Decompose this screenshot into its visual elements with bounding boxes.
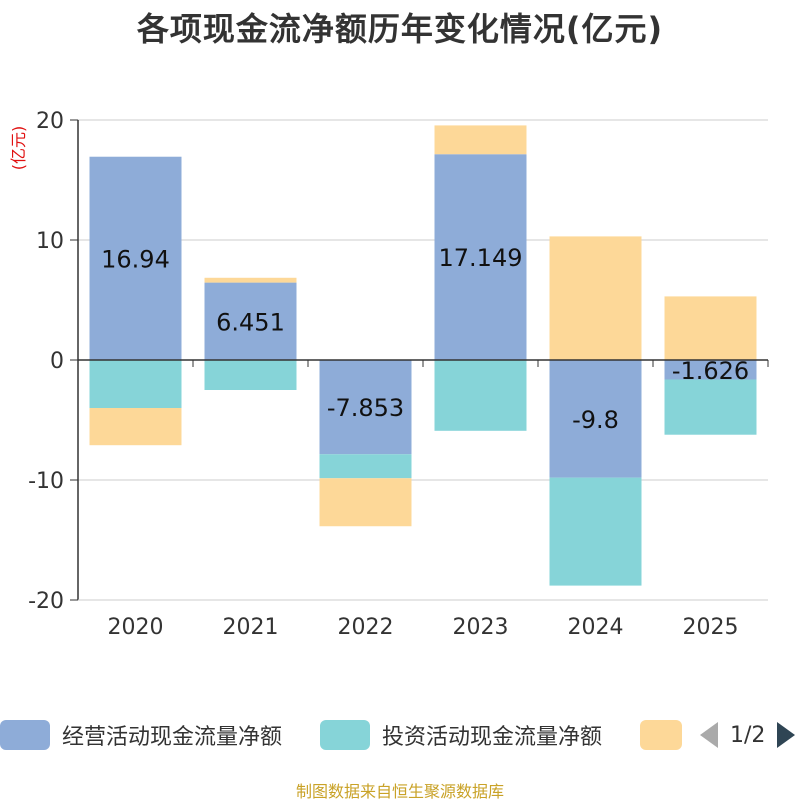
legend-item-operating[interactable]: 经营活动现金流量净额 (0, 718, 282, 752)
y-tick-label: -20 (28, 589, 64, 614)
bar-2025-series-2 (664, 296, 757, 360)
bar-2023-series-2 (434, 125, 527, 155)
chart-title: 各项现金流净额历年变化情况(亿元) (136, 10, 664, 48)
legend-prev-page-icon[interactable] (700, 722, 718, 748)
legend-pager: 1/2 (700, 718, 796, 752)
bar-2023-series-1 (434, 360, 527, 431)
source-note: 制图数据来自恒生聚源数据库 (295, 782, 504, 801)
bar-2024-series-2 (549, 236, 642, 360)
bar-2022-series-2 (319, 478, 412, 527)
legend-swatch-investing (320, 720, 370, 750)
data-label-2024: -9.8 (572, 406, 619, 434)
x-tick-label-2021: 2021 (223, 615, 279, 640)
y-tick-label: 20 (36, 109, 64, 134)
legend-page-indicator: 1/2 (730, 722, 766, 748)
bar-2022-series-1 (319, 454, 412, 479)
bar-2024-series-0 (549, 360, 642, 478)
legend-swatch-financing (640, 720, 682, 750)
x-tick-label-2020: 2020 (108, 615, 164, 640)
x-tick-label-2025: 2025 (683, 615, 739, 640)
y-tick-label: 0 (50, 349, 64, 374)
data-label-2025: -1.626 (672, 357, 749, 385)
bar-2023-series-0 (434, 154, 527, 360)
legend-label-investing: 投资活动现金流量净额 (382, 725, 603, 750)
bar-2025-series-0 (664, 360, 757, 380)
legend: 经营活动现金流量净额 投资活动现金流量净额 (0, 718, 800, 752)
bar-2022-series-0 (319, 360, 412, 455)
bar-2020-series-0 (89, 156, 182, 360)
data-label-2021: 6.451 (216, 308, 285, 336)
legend-item-investing[interactable]: 投资活动现金流量净额 (320, 718, 602, 752)
x-tick-label-2024: 2024 (568, 615, 624, 640)
data-label-2022: -7.853 (327, 394, 404, 422)
y-tick-label: -10 (28, 469, 64, 494)
bar-2021-series-2 (204, 277, 297, 283)
y-tick-label: 10 (36, 229, 64, 254)
legend-next-page-icon[interactable] (777, 722, 796, 748)
legend-label-operating: 经营活动现金流量净额 (62, 725, 283, 750)
bar-2020-series-2 (89, 408, 182, 446)
bar-2024-series-1 (549, 477, 642, 586)
bar-2021-series-0 (204, 282, 297, 360)
bar-2021-series-1 (204, 360, 297, 390)
data-label-2020: 16.94 (101, 245, 170, 273)
bar-2020-series-1 (89, 360, 182, 408)
data-label-2023: 17.149 (439, 244, 523, 272)
legend-item-financing[interactable] (640, 718, 682, 752)
x-tick-label-2022: 2022 (338, 615, 394, 640)
x-tick-label-2023: 2023 (453, 615, 509, 640)
bar-2025-series-1 (664, 379, 757, 435)
legend-swatch-operating (0, 720, 50, 750)
y-axis-unit-label: (亿元) (9, 126, 28, 171)
